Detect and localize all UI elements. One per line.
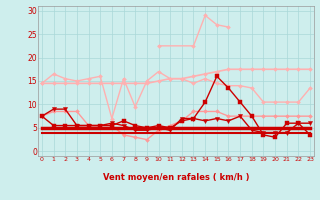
X-axis label: Vent moyen/en rafales ( km/h ): Vent moyen/en rafales ( km/h )	[103, 174, 249, 182]
